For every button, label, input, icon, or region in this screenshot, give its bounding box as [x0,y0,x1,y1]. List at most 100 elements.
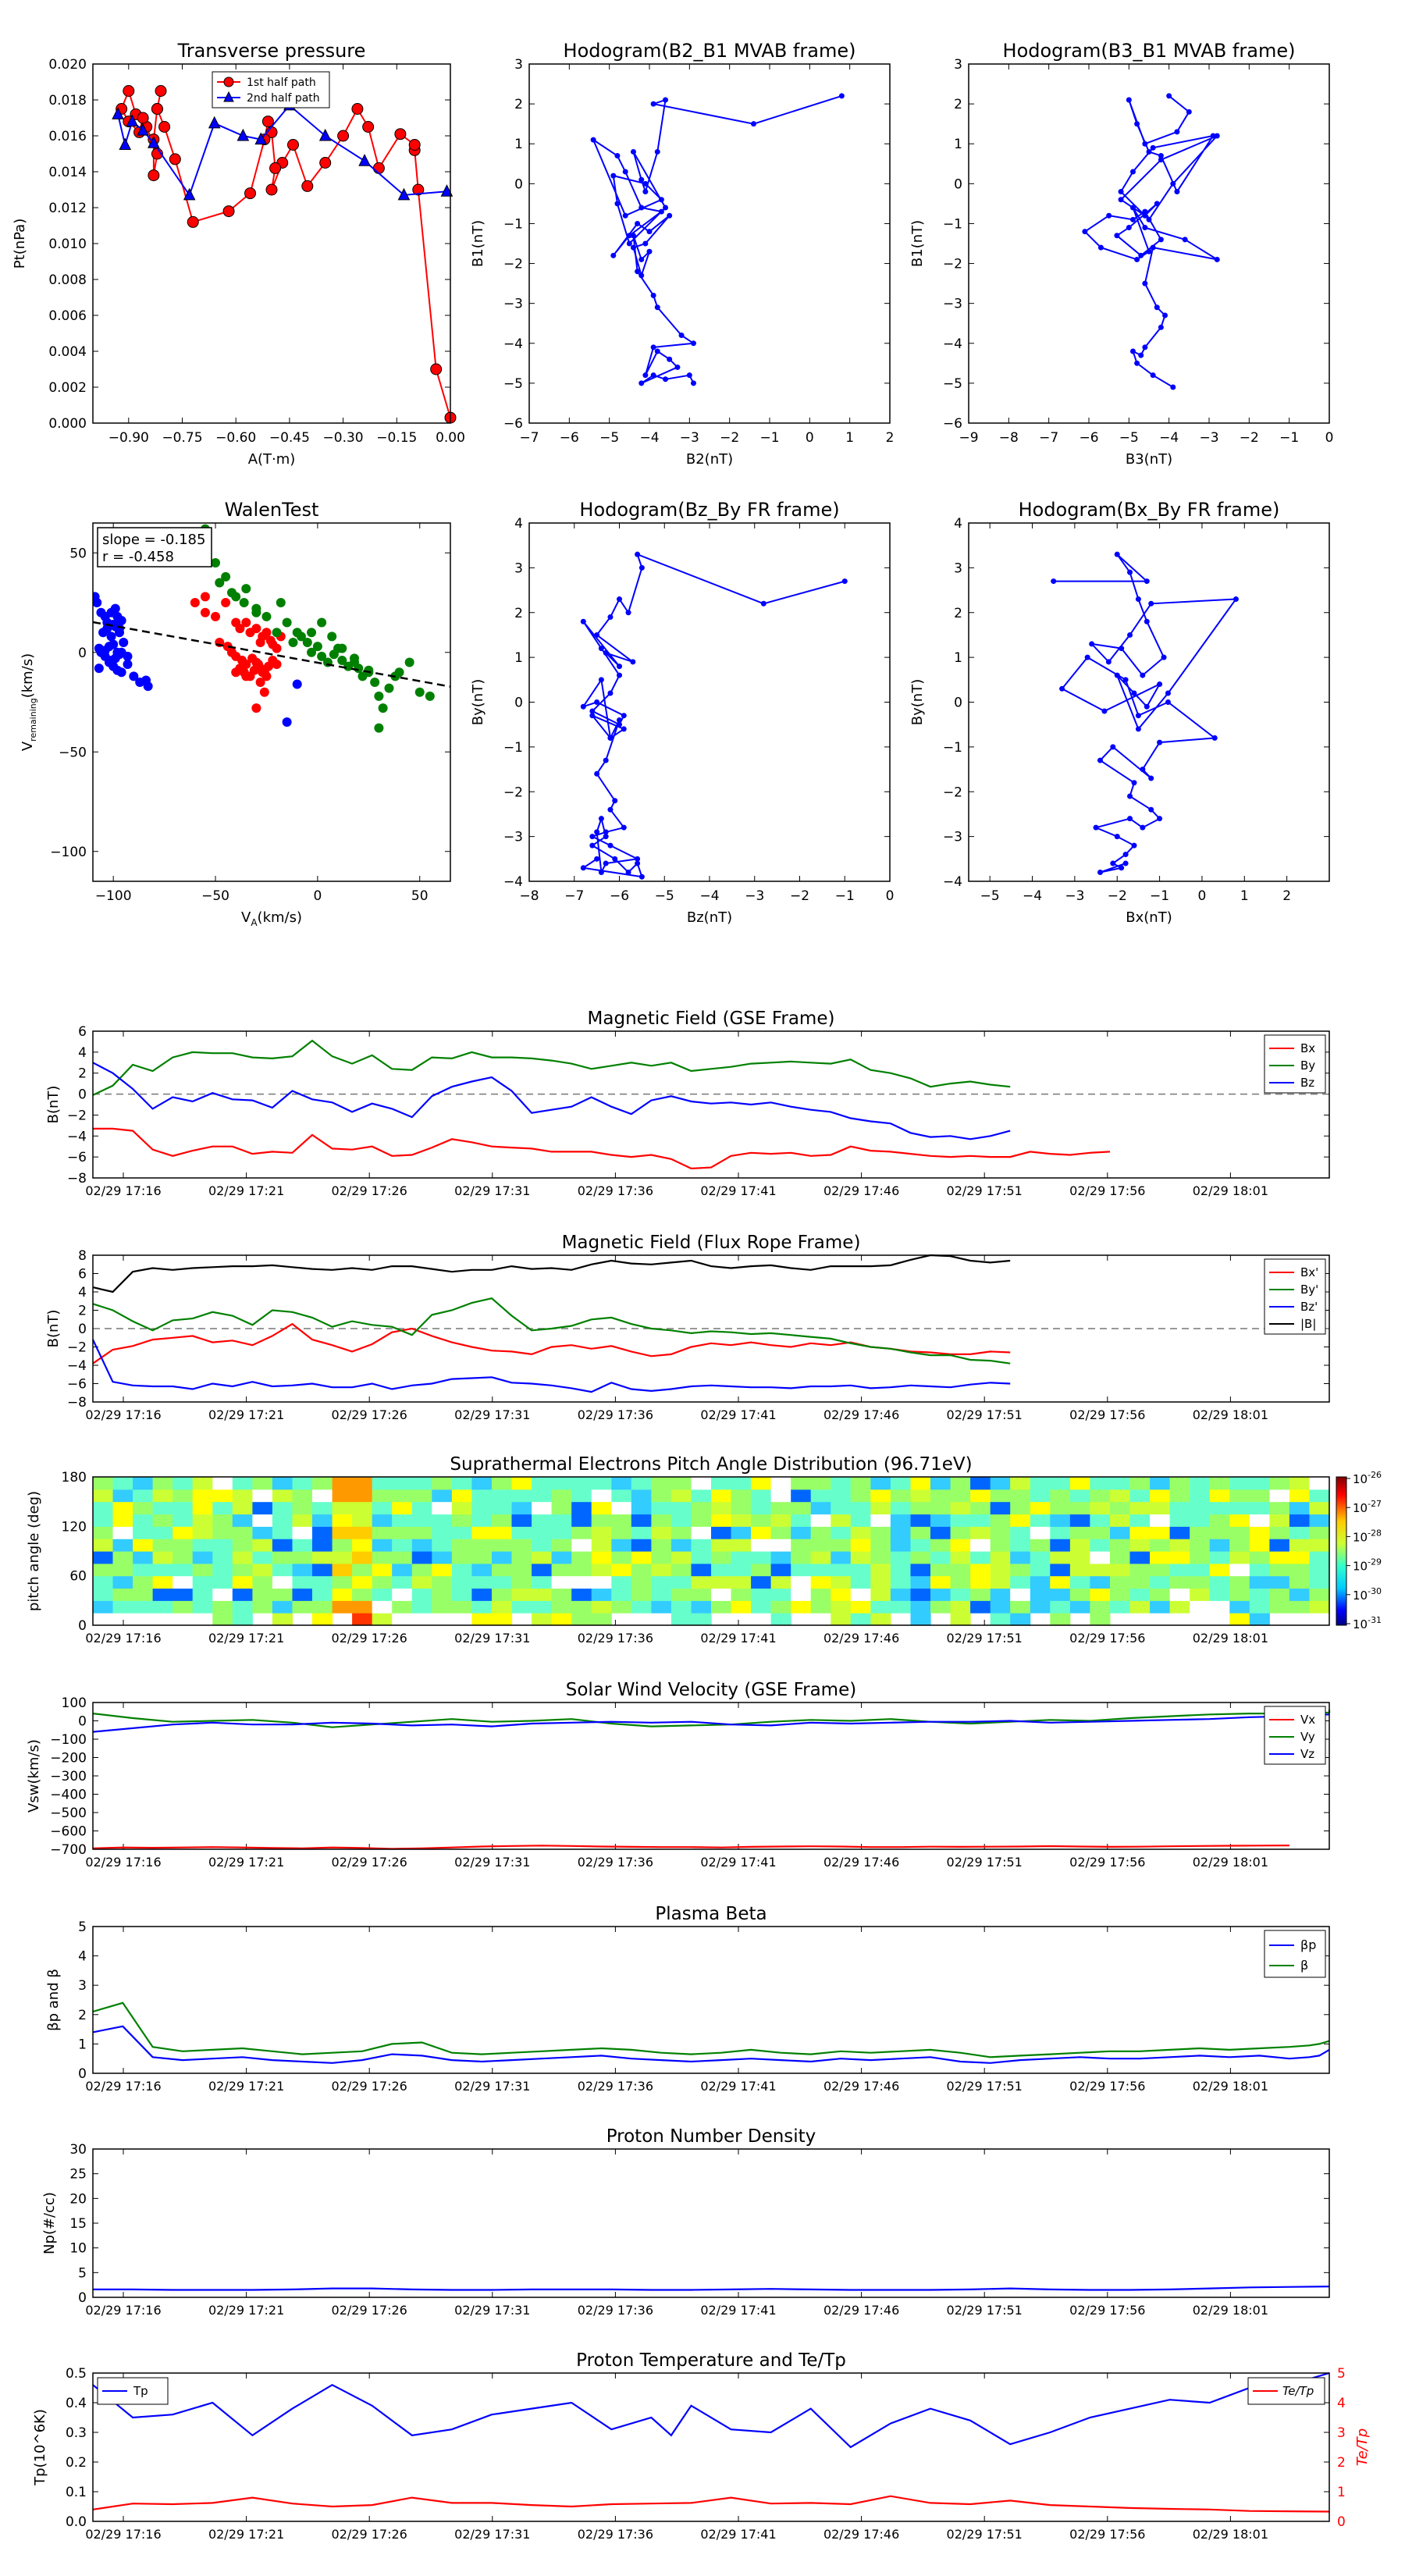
pad-colorbar [1336,1476,1347,1626]
pad-time-label: 02/29 17:16 [85,1631,161,1646]
walen-point-red [272,643,282,653]
pad-cell [711,1575,732,1589]
pad-cell [471,1539,493,1552]
temp-ytick-right-label: 4 [1337,2396,1346,2411]
pad-cell [411,1588,432,1601]
tp-point-triangle [112,107,124,119]
pad-cell [631,1563,652,1577]
pad-cell [471,1526,493,1539]
vsw-series-Vz [92,1713,1330,1733]
pad-cell [471,1489,493,1503]
vsw-time-label: 02/29 17:31 [454,1855,530,1870]
pad-cell [1010,1526,1031,1539]
h4-xtick-label: −3 [1065,888,1084,904]
pad-cell [910,1551,931,1564]
pad-cell [691,1501,712,1515]
vsw-ytick-label: 100 [62,1695,87,1711]
pad-cell [591,1613,612,1626]
h1-hodogram-point [622,212,628,219]
h3-ytick-label: −4 [503,874,523,890]
pad-cell [1069,1526,1090,1539]
h1-hodogram-point [642,372,649,379]
h2-hodogram-point [1146,216,1152,222]
pad-cell [571,1526,592,1539]
pad-cell [252,1575,273,1589]
pad-cell [850,1514,871,1527]
pad-cell [1150,1489,1171,1503]
pad-cell [173,1539,194,1552]
density-time-label: 02/29 17:36 [578,2303,653,2318]
walen-point-green [317,617,327,628]
h2-ytick-label: 0 [954,176,962,192]
h3-hodogram-point [630,659,636,665]
walen-point-blue [143,681,153,692]
pad-cell [631,1477,652,1490]
mag_fr-series-Bz [92,1339,1011,1393]
h4-hodogram-point [1157,739,1163,745]
pad-cell [252,1539,273,1552]
mag_gse-legend-box [1264,1034,1326,1094]
h4-ytick-label: −2 [943,785,962,800]
pad-cell [332,1526,353,1539]
h1-hodogram-line [591,94,842,384]
pad-cell [731,1526,752,1539]
pad-cell [1190,1551,1211,1564]
h3-hodogram-point [621,726,627,732]
pad-cell [352,1588,373,1601]
pad-cell [611,1526,632,1539]
h4-hodogram-point [1140,824,1146,831]
h4-xtick-label: 1 [1240,888,1249,904]
pad-cell [1249,1600,1270,1614]
h1-hodogram-point [638,380,645,386]
pad-cell [850,1501,871,1515]
pad-cell [392,1514,413,1527]
mag_fr-ytick-label: −8 [67,1395,87,1411]
h3-hodogram-point [617,672,622,678]
pad-cell [1069,1514,1090,1527]
pad-cell [112,1539,133,1552]
pad-cell [1090,1489,1111,1503]
h2-xtick-label: 0 [1325,430,1334,446]
pad-cell [990,1551,1011,1564]
pad-cell [910,1600,931,1614]
pad-cell [850,1600,871,1614]
h1-xtick-label: 0 [806,430,814,446]
mag_fr-time-label: 02/29 17:16 [85,1407,161,1422]
pad-cell [1269,1514,1290,1527]
pad-cell [411,1539,432,1552]
h2-ytick-label: 2 [954,97,962,112]
h3-hodogram-point [635,551,641,557]
pad-cell [970,1563,991,1577]
h4-hodogram-point [1144,578,1150,585]
pad-cell [670,1575,692,1589]
pad-cell [711,1588,732,1601]
walen-point-blue [108,639,119,649]
pad-cell [492,1563,513,1577]
pad-cell [392,1501,413,1515]
pad-cell [432,1526,453,1539]
pad-cell [890,1551,911,1564]
pad-cell [651,1514,672,1527]
temp-ytick-right-label: 2 [1337,2455,1346,2471]
h1-xtick-label: 1 [845,430,854,446]
pad-cell [292,1551,313,1564]
h2-hodogram-point [1158,153,1164,159]
pad-cell [1150,1539,1171,1552]
pad-cell [611,1501,632,1515]
h1-hodogram-point [630,244,636,251]
h2-hodogram-point [1166,93,1172,99]
pad-cell [272,1575,293,1589]
pad-cell [591,1563,612,1577]
pad-cell [192,1501,213,1515]
beta-frame [92,1926,1330,2074]
h3-hodogram-point [594,699,600,705]
pad-cell [1090,1514,1111,1527]
pad-cell [372,1563,393,1577]
walen-point-green [261,611,272,621]
pad-cell [93,1526,114,1539]
pad-cell [1010,1575,1031,1589]
pad-cell [651,1477,672,1490]
pad-cell [492,1588,513,1601]
h4-ytick-label: −4 [943,874,962,890]
h2-hodogram-point [1142,280,1148,286]
